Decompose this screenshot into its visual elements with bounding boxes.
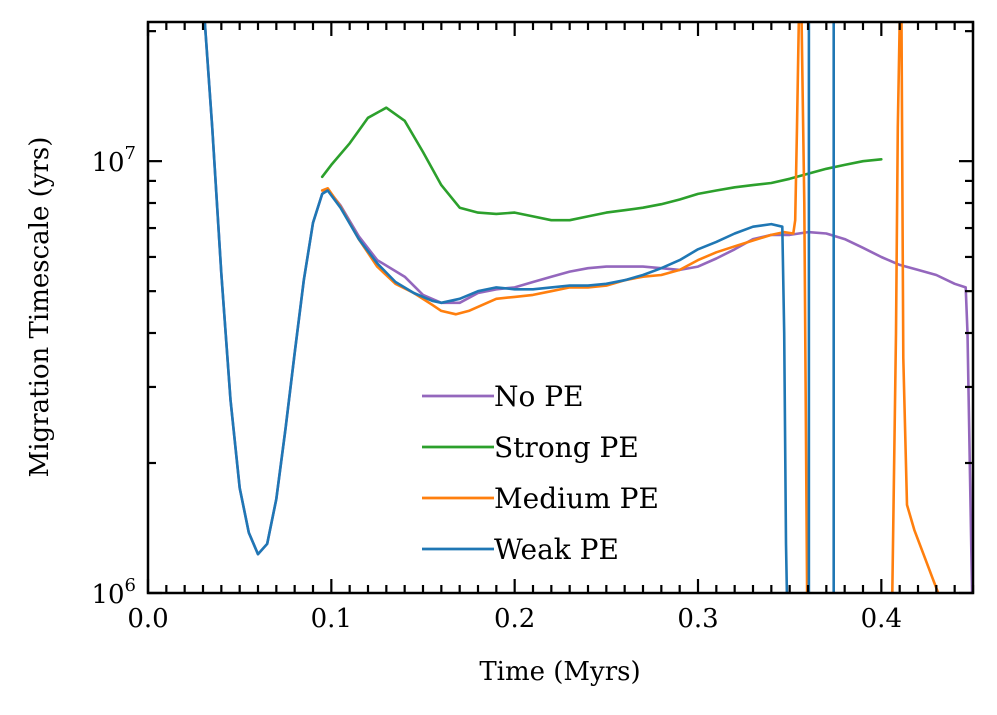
x-tick-label: 0.3 xyxy=(677,604,718,634)
plot-frame xyxy=(146,20,975,595)
series-line-strong-pe xyxy=(320,106,883,222)
series-line-weak-pe xyxy=(203,22,789,593)
legend-label-strong-pe: Strong PE xyxy=(494,431,639,464)
axis-ticks: 0.0 0.1 0.2 0.3 0.4 106 107 xyxy=(91,22,975,634)
legend-label-no-pe: No PE xyxy=(494,380,584,413)
x-tick-label: 0.1 xyxy=(311,604,352,634)
x-tick-label: 0.2 xyxy=(494,604,535,634)
series-line-medium-pe-late-segment xyxy=(890,22,940,593)
legend: No PE Strong PE Medium PE Weak PE xyxy=(422,380,659,566)
legend-label-weak-pe: Weak PE xyxy=(494,533,619,566)
plot-border xyxy=(146,20,975,595)
y-tick-label: 107 xyxy=(91,143,136,178)
y-axis-label: Migration Timescale (yrs) xyxy=(25,137,55,478)
x-tick-label: 0.4 xyxy=(861,604,902,634)
x-tick-label: 0.0 xyxy=(127,604,168,634)
x-axis-label: Time (Myrs) xyxy=(479,657,640,687)
series-layer xyxy=(203,22,973,593)
y-tick-label: 106 xyxy=(91,575,136,610)
legend-label-medium-pe: Medium PE xyxy=(494,482,659,515)
